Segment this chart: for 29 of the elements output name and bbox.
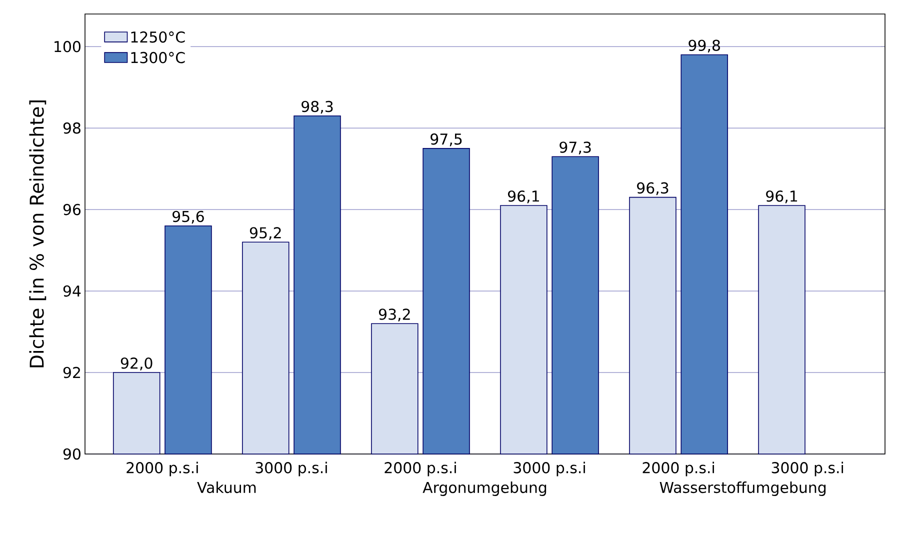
text: Argonumgebung [422,482,546,496]
legend-label: 1300°C [131,52,185,64]
y-tick-label: 94 [63,285,81,297]
x-tick-label: 3000 p.s.i [256,462,327,476]
x-tick-label: 3000 p.s.i [514,462,585,476]
text: Wasserstoffumgebung [660,482,826,496]
y-tick-label: 96 [63,204,81,216]
data-label: 92,0 [120,357,152,370]
data-label: 99,8 [688,40,720,53]
y-tick-label: 98 [63,122,80,134]
x-tick-label: 2000 p.s.i [126,462,198,476]
data-label: 97,5 [430,133,462,146]
x-tick-label: 2000 p.s.i [384,462,456,476]
y-tick-label: 90 [63,448,80,460]
y-tick-label: 92 [63,366,80,378]
data-label: 98,3 [302,100,333,114]
legend-label: 1250°C [131,31,185,43]
data-label: 97,3 [560,142,591,154]
data-label: 96,1 [508,190,539,204]
y-tick-label: 100 [54,40,80,52]
data-label: 95,6 [172,210,204,224]
data-label: 96,1 [766,190,798,204]
y-axis-title: Dichte [in % von Reindichte] [29,100,46,368]
data-label: 95,2 [250,227,281,240]
data-label: 93,2 [378,308,410,322]
x-tick-label: 2000 p.s.i [642,462,714,476]
data-label: 96,3 [637,182,668,196]
text: Vakuum [197,482,256,494]
x-tick-label: 3000 p.s.i [772,462,844,476]
